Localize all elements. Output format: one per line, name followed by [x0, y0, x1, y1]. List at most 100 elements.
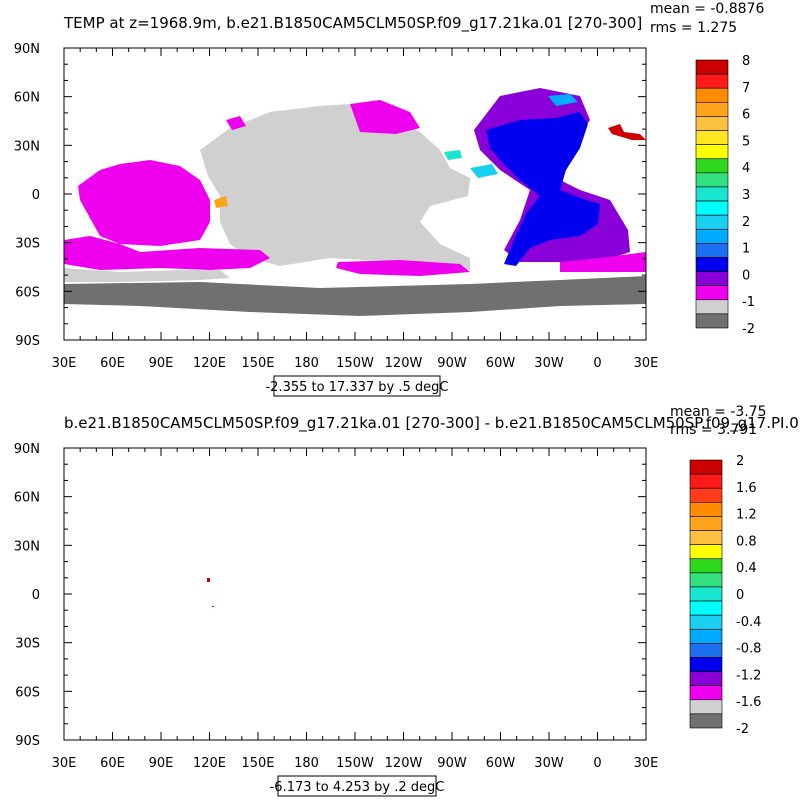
colorbar-swatch	[695, 257, 729, 272]
colorbar-swatch	[695, 228, 729, 244]
colorbar-swatch	[695, 214, 729, 230]
colorbar-swatch	[695, 243, 729, 258]
colorbar-swatch	[695, 130, 729, 145]
x-tick-label: 30W	[534, 756, 564, 771]
colorbar-swatch	[689, 473, 723, 489]
panel-2: b.e21.B1850CAM5CLM50SP.f09_g17.21ka.01 […	[14, 404, 800, 797]
panel-2-range-box	[277, 775, 437, 797]
x-tick-label: 30E	[634, 356, 659, 371]
panel-1-rms: rms = 1.275	[650, 20, 737, 36]
colorbar-swatch	[695, 285, 729, 301]
x-tick-label: 30W	[534, 356, 564, 371]
colorbar-swatch	[689, 643, 723, 658]
x-tick-label: 30E	[634, 756, 659, 771]
colorbar-swatch	[695, 313, 729, 329]
colorbar-label: 0	[742, 268, 750, 283]
colorbar-label: 2	[742, 215, 750, 230]
x-tick-label: 0	[593, 356, 601, 371]
colorbar-swatch	[689, 628, 723, 644]
field-speck-red	[207, 578, 210, 582]
panel-2-title: b.e21.B1850CAM5CLM50SP.f09_g17.21ka.01 […	[64, 414, 800, 433]
colorbar-swatch	[695, 158, 729, 174]
panel-2-colorbar: 2 1.6 1.2 0.8 0.4 0 -0.4 -0.8 -1.2 -1.6 -2	[689, 454, 761, 737]
colorbar-label: 4	[742, 161, 750, 176]
y-tick-label: 0	[32, 188, 40, 203]
x-tick-label: 90W	[437, 756, 467, 771]
colorbar-label: 2	[736, 454, 744, 469]
colorbar-swatch	[695, 116, 729, 131]
y-tick-label: 30S	[15, 637, 40, 652]
colorbar-label: 8	[742, 54, 750, 69]
x-tick-label: 60E	[100, 356, 125, 371]
field-indo-orange	[214, 196, 228, 208]
colorbar-label: 1.2	[736, 508, 757, 523]
field-atl-magenta	[560, 252, 646, 272]
colorbar-swatch	[695, 59, 729, 75]
y-tick-label: 30N	[14, 139, 40, 154]
colorbar-swatch	[695, 271, 729, 286]
y-tick-label: 60S	[15, 285, 40, 300]
colorbar-swatch	[689, 699, 723, 715]
colorbar-label: -0.8	[736, 642, 761, 657]
panel-1-title: TEMP at z=1968.9m, b.e21.B1850CAM5CLM50S…	[63, 14, 642, 33]
colorbar-label: 3	[742, 188, 750, 203]
colorbar-label: 1.6	[736, 481, 757, 496]
y-tick-label: 0	[32, 588, 40, 603]
colorbar-swatch	[689, 544, 723, 560]
colorbar-swatch	[689, 459, 723, 475]
x-tick-label: 180	[294, 756, 319, 771]
colorbar-label: -0.4	[736, 615, 761, 630]
panel-2-axes: 30E 60E 90E 120E 150E 180 150W 120W 90W 60W 30W 0 30…	[14, 442, 659, 771]
colorbar-swatch	[695, 102, 729, 117]
field-indian-gray	[64, 268, 230, 282]
colorbar-label: -1.2	[736, 668, 761, 683]
panel-2-field	[207, 578, 214, 607]
panel-1-colorbar: 8 7 6 5 4 3 2 1 0 -1 -2	[695, 54, 755, 337]
y-tick-label: 60N	[14, 91, 40, 106]
y-tick-label: 60S	[15, 685, 40, 700]
field-atl-blue	[486, 112, 600, 266]
colorbar-swatch	[689, 614, 723, 630]
x-tick-label: 30E	[52, 756, 77, 771]
x-tick-label: 150W	[336, 756, 374, 771]
colorbar-swatch	[695, 73, 729, 89]
colorbar-label: 0	[736, 588, 744, 603]
x-tick-label: 90W	[437, 356, 467, 371]
x-tick-label: 0	[593, 756, 601, 771]
colorbar-label: 0.8	[736, 534, 757, 549]
y-tick-label: 90S	[15, 334, 40, 349]
field-spac-magenta	[336, 260, 470, 276]
x-tick-label: 60E	[100, 756, 125, 771]
x-tick-label: 180	[294, 356, 319, 371]
colorbar-swatch	[689, 600, 723, 616]
field-indian-magenta	[64, 160, 270, 270]
colorbar-swatch	[695, 200, 729, 216]
colorbar-swatch	[695, 87, 729, 103]
colorbar-label: -2	[736, 722, 749, 737]
x-tick-label: 120W	[385, 756, 423, 771]
panel-1-range-label: -2.355 to 17.337 by .5 degC	[265, 380, 448, 395]
panel-2-range-label: -6.173 to 4.253 by .2 degC	[270, 780, 445, 795]
panel-2-mean: mean = -3.75	[670, 404, 767, 420]
y-tick-label: 90N	[14, 442, 40, 457]
colorbar-swatch	[689, 487, 723, 503]
x-tick-label: 30E	[52, 356, 77, 371]
colorbar-label: -2	[742, 322, 755, 337]
colorbar-swatch	[689, 685, 723, 701]
colorbar-swatch	[695, 299, 729, 315]
y-tick-label: 90N	[14, 42, 40, 57]
plot-frame	[63, 447, 647, 741]
x-tick-label: 60W	[486, 756, 516, 771]
field-speck-small	[212, 606, 214, 607]
x-tick-label: 150E	[241, 756, 274, 771]
x-tick-label: 120E	[193, 756, 226, 771]
y-tick-label: 30N	[14, 539, 40, 554]
colorbar-swatch	[689, 713, 723, 729]
colorbar-swatch	[689, 572, 723, 588]
colorbar-label: 1	[742, 242, 750, 257]
colorbar-swatch	[689, 516, 723, 531]
y-tick-label: 90S	[15, 734, 40, 749]
colorbar-swatch	[695, 144, 729, 160]
colorbar-swatch	[689, 586, 723, 602]
colorbar-label: 0.4	[736, 561, 757, 576]
